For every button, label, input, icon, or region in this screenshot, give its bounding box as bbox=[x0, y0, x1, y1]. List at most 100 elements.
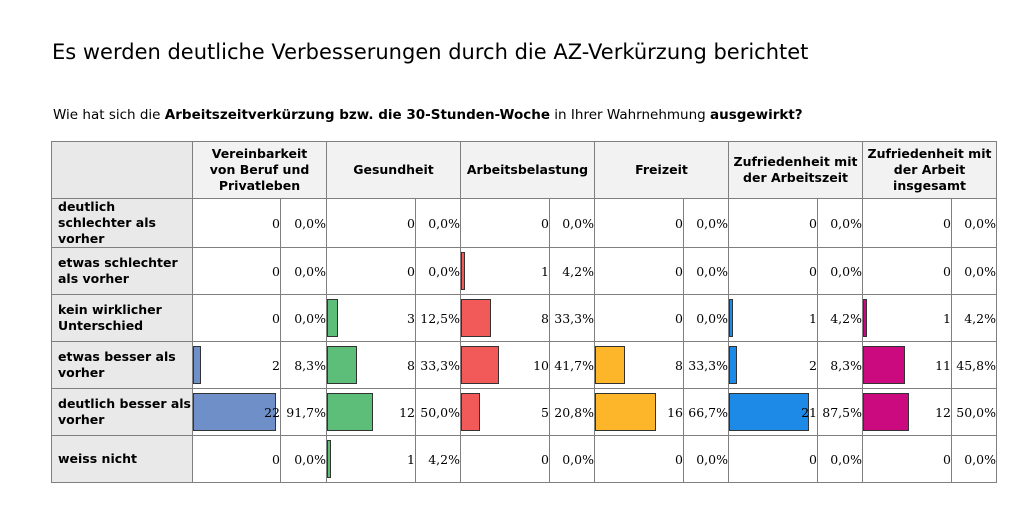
count-cell: 2 bbox=[192, 341, 281, 389]
count-cell: 0 bbox=[728, 435, 818, 483]
table-row: weiss nicht 0 0,0% 1 4,2% 0 0,0% 0 0,0% 0 0,0% 0 0,0… bbox=[51, 435, 997, 483]
column-header: Zufriedenheit mit der Arbeitszeit bbox=[728, 141, 863, 199]
percent-value: 0,0% bbox=[280, 247, 327, 295]
percent-value: 0,0% bbox=[683, 435, 729, 483]
percent-value: 0,0% bbox=[280, 435, 327, 483]
question-emphasis-1: Arbeitszeitverkürzung bzw. die 30-Stunde… bbox=[164, 107, 551, 123]
count-value: 0 bbox=[943, 215, 951, 231]
count-value: 0 bbox=[407, 263, 415, 279]
column-header: Arbeitsbelastung bbox=[460, 141, 595, 199]
count-value: 11 bbox=[935, 357, 951, 373]
count-cell: 12 bbox=[862, 388, 952, 436]
percent-value: 41,7% bbox=[549, 341, 595, 389]
count-value: 0 bbox=[809, 451, 817, 467]
count-cell: 0 bbox=[192, 198, 281, 248]
count-cell: 0 bbox=[862, 435, 952, 483]
percent-value: 0,0% bbox=[817, 198, 863, 248]
count-value: 10 bbox=[533, 357, 549, 373]
count-value: 0 bbox=[943, 451, 951, 467]
column-header: Vereinbarkeit von Beruf und Privatleben bbox=[192, 141, 327, 199]
percent-value: 33,3% bbox=[415, 341, 461, 389]
percent-value: 0,0% bbox=[415, 247, 461, 295]
percent-value: 0,0% bbox=[280, 294, 327, 342]
corner-cell bbox=[51, 141, 193, 199]
count-cell: 0 bbox=[728, 198, 818, 248]
count-value: 0 bbox=[272, 451, 280, 467]
count-cell: 0 bbox=[192, 435, 281, 483]
table-row: kein wirklicher Unterschied 0 0,0% 3 12,5% 8 3… bbox=[51, 294, 997, 342]
count-bar bbox=[461, 393, 480, 431]
count-cell: 0 bbox=[594, 247, 684, 295]
count-bar bbox=[327, 393, 373, 431]
count-value: 2 bbox=[809, 357, 817, 373]
count-value: 3 bbox=[407, 310, 415, 326]
count-value: 0 bbox=[809, 263, 817, 279]
count-cell: 0 bbox=[594, 198, 684, 248]
question-part-1: Wie hat sich die bbox=[53, 107, 165, 123]
count-bar bbox=[729, 346, 737, 384]
row-label: etwas schlechter als vorher bbox=[51, 247, 193, 295]
count-value: 0 bbox=[541, 215, 549, 231]
table-row: deutlich schlechter als vorher 0 0,0% 0 0,0%… bbox=[51, 198, 997, 248]
table-row: etwas besser als vorher 2 8,3% 8 33,3% 10 41,7… bbox=[51, 341, 997, 389]
count-value: 0 bbox=[541, 451, 549, 467]
count-cell: 1 bbox=[326, 435, 416, 483]
count-cell: 0 bbox=[862, 247, 952, 295]
count-value: 12 bbox=[935, 404, 951, 420]
count-cell: 22 bbox=[192, 388, 281, 436]
count-bar bbox=[193, 393, 276, 431]
count-value: 16 bbox=[667, 404, 683, 420]
table-row: etwas schlechter als vorher 0 0,0% 0 0,0% 1 4,… bbox=[51, 247, 997, 295]
count-value: 12 bbox=[399, 404, 415, 420]
count-cell: 0 bbox=[192, 294, 281, 342]
count-cell: 2 bbox=[728, 341, 818, 389]
count-cell: 12 bbox=[326, 388, 416, 436]
percent-value: 20,8% bbox=[549, 388, 595, 436]
survey-question: Wie hat sich die Arbeitszeitverkürzung b… bbox=[53, 107, 803, 123]
percent-value: 50,0% bbox=[415, 388, 461, 436]
count-value: 8 bbox=[541, 310, 549, 326]
percent-value: 0,0% bbox=[951, 435, 997, 483]
count-value: 1 bbox=[809, 310, 817, 326]
count-cell: 1 bbox=[728, 294, 818, 342]
count-bar bbox=[729, 393, 809, 431]
count-value: 0 bbox=[272, 263, 280, 279]
percent-value: 91,7% bbox=[280, 388, 327, 436]
percent-value: 0,0% bbox=[683, 198, 729, 248]
count-value: 0 bbox=[407, 215, 415, 231]
row-label: weiss nicht bbox=[51, 435, 193, 483]
percent-value: 50,0% bbox=[951, 388, 997, 436]
percent-value: 0,0% bbox=[683, 294, 729, 342]
count-cell: 3 bbox=[326, 294, 416, 342]
count-bar bbox=[729, 299, 733, 337]
count-value: 1 bbox=[407, 451, 415, 467]
count-bar bbox=[461, 299, 491, 337]
percent-value: 4,2% bbox=[951, 294, 997, 342]
percent-value: 4,2% bbox=[549, 247, 595, 295]
count-cell: 10 bbox=[460, 341, 550, 389]
percent-value: 0,0% bbox=[549, 435, 595, 483]
table-row: deutlich besser als vorher 22 91,7% 12 50,0%… bbox=[51, 388, 997, 436]
chart-title: Es werden deutliche Verbesserungen durch… bbox=[52, 40, 809, 64]
count-cell: 8 bbox=[594, 341, 684, 389]
percent-value: 0,0% bbox=[280, 198, 327, 248]
count-bar bbox=[327, 440, 331, 478]
count-cell: 1 bbox=[862, 294, 952, 342]
count-bar bbox=[193, 346, 201, 384]
count-cell: 0 bbox=[326, 198, 416, 248]
count-value: 8 bbox=[407, 357, 415, 373]
count-value: 0 bbox=[675, 451, 683, 467]
percent-value: 0,0% bbox=[415, 198, 461, 248]
count-bar bbox=[863, 346, 905, 384]
percent-value: 0,0% bbox=[817, 435, 863, 483]
count-bar bbox=[863, 299, 867, 337]
percent-value: 87,5% bbox=[817, 388, 863, 436]
count-value: 8 bbox=[675, 357, 683, 373]
count-cell: 16 bbox=[594, 388, 684, 436]
count-value: 0 bbox=[675, 310, 683, 326]
count-cell: 0 bbox=[326, 247, 416, 295]
results-table: Vereinbarkeit von Beruf und Privatleben G… bbox=[51, 141, 997, 483]
percent-value: 0,0% bbox=[951, 198, 997, 248]
percent-value: 4,2% bbox=[817, 294, 863, 342]
count-bar bbox=[595, 346, 625, 384]
